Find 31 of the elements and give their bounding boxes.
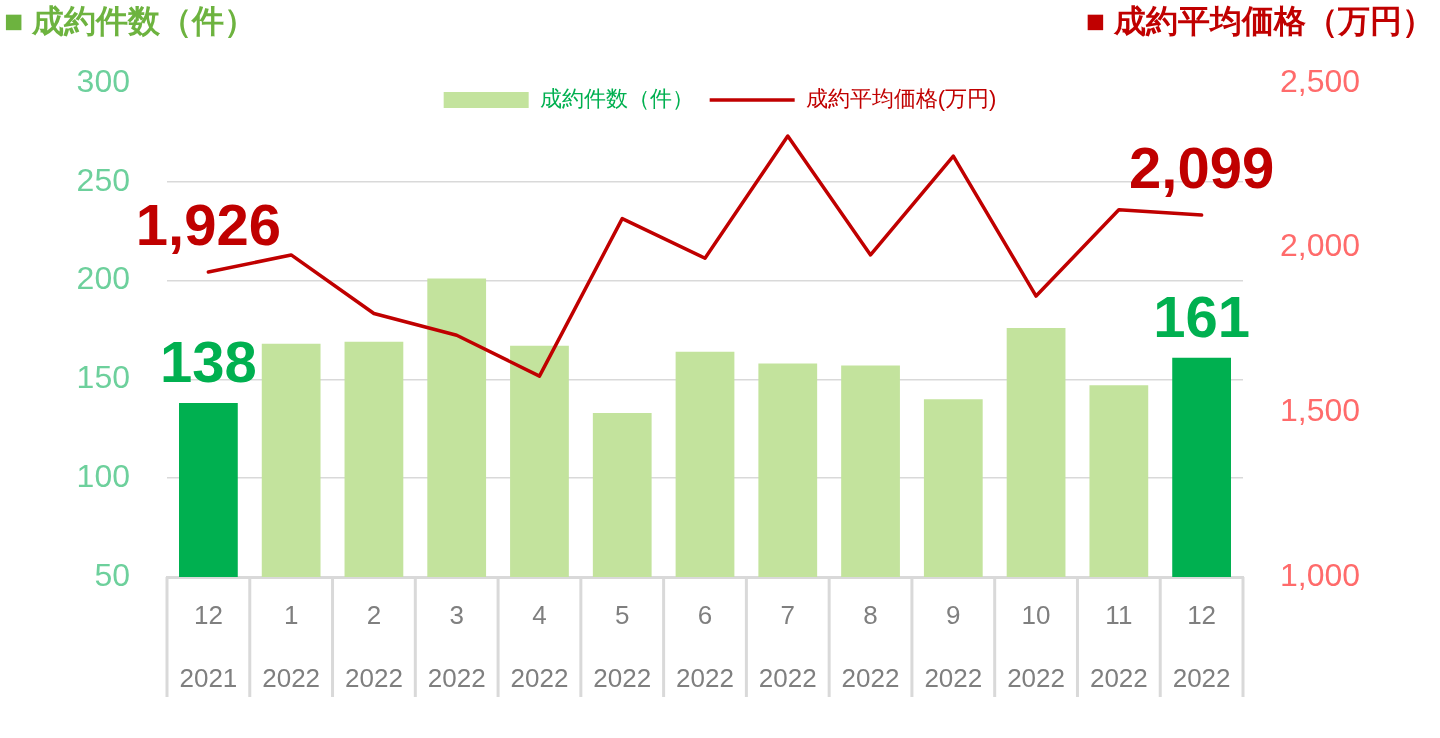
category-label: 1 2022 [262,600,321,693]
category-label: 6 2022 [676,600,734,693]
y-tick-label: 250 [76,161,130,198]
data-label: 161 [1153,283,1251,349]
category-label: 9 2022 [924,600,983,693]
y-tick-label: 150 [76,359,130,396]
legend-label: 成約平均価格(万円) [805,86,997,112]
category-label: 3 2022 [427,600,486,693]
category-label: 2 2022 [345,600,403,693]
y-tick-label: 300 [76,62,130,99]
category-label: 8 2022 [841,600,900,693]
category-label: 7 2022 [758,600,817,693]
category-label: 12 2021 [179,600,238,693]
data-label: 2,099 [1129,135,1275,201]
y2-tick-label: 1,500 [1280,392,1361,429]
category-label: 4 2022 [510,600,569,693]
y2-tick-label: 1,000 [1280,556,1361,593]
category-label: 12 2022 [1172,600,1231,693]
y-tick-label: 50 [94,556,130,593]
y-tick-label: 100 [76,458,130,495]
data-label: 1,926 [135,192,281,258]
category-label: 10 2022 [1007,600,1065,693]
category-label: 11 2022 [1089,600,1148,693]
data-label: 138 [159,329,257,395]
y-tick-label: 200 [76,260,130,297]
y2-axis-title: ■ 成約平均価格（万円） [1085,2,1434,41]
legend-label: 成約件数（件） [539,86,694,112]
y2-tick-label: 2,500 [1280,62,1361,99]
y2-tick-label: 2,000 [1280,227,1361,264]
category-label: 5 2022 [593,600,652,693]
y-axis-title: ■ 成約件数（件） [4,2,257,41]
